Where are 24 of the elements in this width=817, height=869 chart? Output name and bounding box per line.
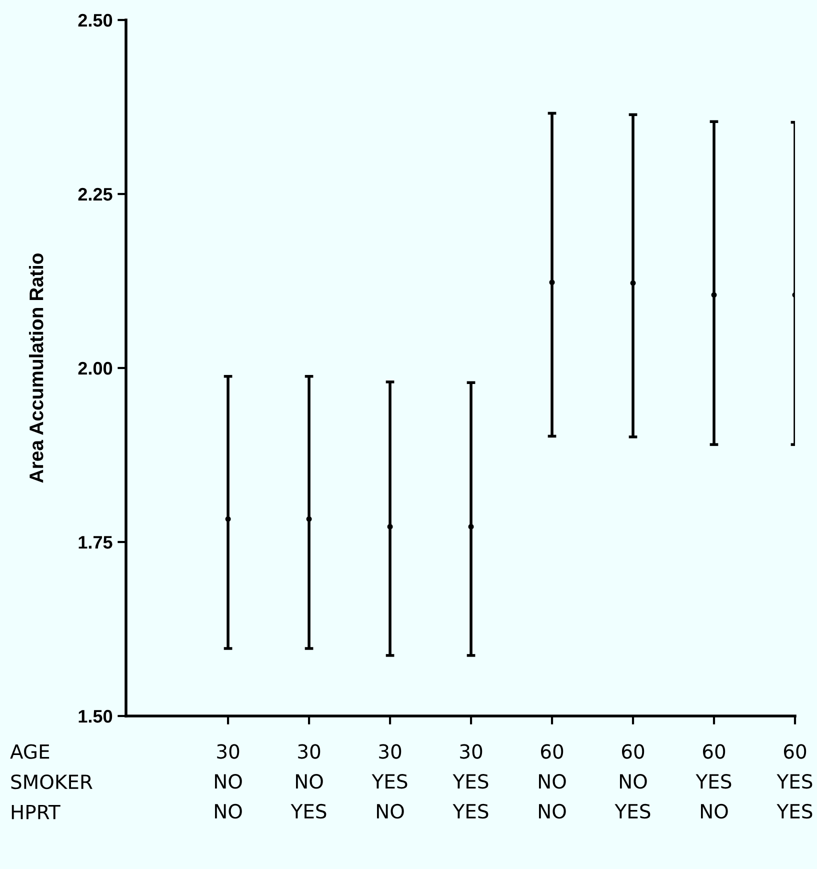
point (306, 516, 312, 522)
x-tick-label: 60 NO NO (539, 744, 566, 819)
x-tick-label: 60 YES NO (696, 744, 732, 819)
x-tick-label: 30 NO NO (215, 744, 242, 819)
x-tick-label: 60 YES YES (776, 744, 812, 819)
y-tick-label: 1.50 (78, 710, 112, 723)
text: HPRT (12, 804, 60, 820)
text: AGE (10, 744, 50, 759)
y-tick-label: 1.75 (78, 536, 112, 549)
y-axis-title: Area Accumulation Ratio (28, 254, 44, 483)
point (225, 516, 231, 522)
x-tick-label: 60 NO YES (614, 744, 650, 819)
y-tick-label: 2.50 (78, 14, 112, 27)
x-tick-label: 30 YES NO (372, 744, 408, 819)
point (468, 524, 474, 530)
point (549, 280, 555, 286)
x-tick-label: 30 NO YES (290, 744, 326, 819)
y-tick-label: 2.25 (78, 188, 112, 201)
point (711, 292, 717, 298)
point (387, 524, 393, 530)
text: SMOKER (11, 774, 92, 790)
point (630, 280, 636, 286)
y-tick-label: 2.00 (78, 362, 112, 375)
x-tick-label: 30 YES YES (452, 744, 488, 819)
